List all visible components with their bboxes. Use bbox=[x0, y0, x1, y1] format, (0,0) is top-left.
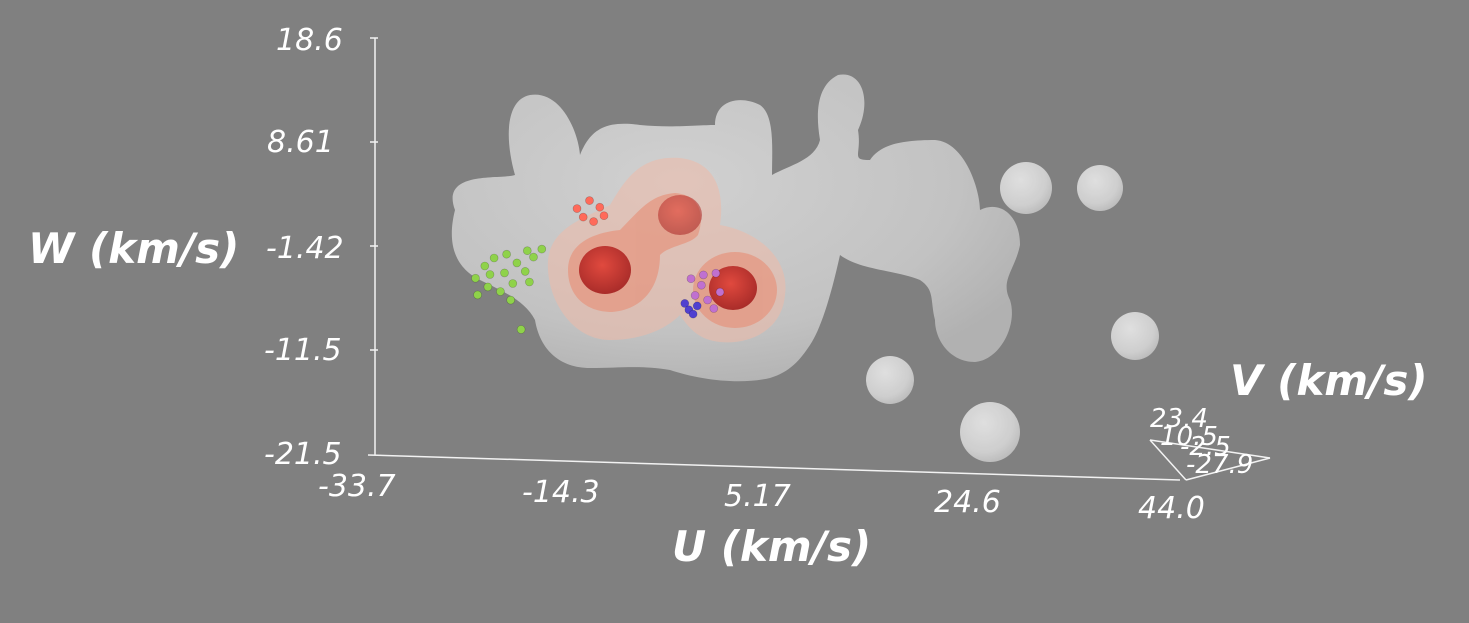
data-point bbox=[480, 261, 490, 271]
data-point bbox=[699, 270, 708, 280]
u-tick-label: -14.3 bbox=[522, 475, 600, 510]
density-blob bbox=[960, 402, 1020, 462]
u-tick-label: 24.6 bbox=[934, 485, 1001, 520]
axis-ticks bbox=[370, 37, 378, 351]
v-tick-label: -27.9 bbox=[1186, 450, 1254, 480]
data-point bbox=[711, 268, 721, 278]
data-point bbox=[589, 217, 598, 226]
data-point bbox=[522, 246, 532, 255]
data-point bbox=[578, 212, 588, 222]
density-blob bbox=[1111, 312, 1159, 360]
data-point bbox=[599, 211, 609, 220]
data-point bbox=[485, 270, 495, 279]
data-point bbox=[688, 309, 698, 319]
data-point bbox=[703, 295, 712, 305]
data-point bbox=[690, 291, 700, 300]
data-point bbox=[473, 290, 482, 300]
data-point bbox=[483, 282, 493, 292]
data-point bbox=[595, 202, 605, 212]
data-point bbox=[471, 273, 480, 283]
v-axis-line bbox=[1149, 439, 1187, 481]
data-point bbox=[529, 252, 538, 262]
axes bbox=[367, 38, 1271, 481]
data-point bbox=[516, 325, 526, 334]
u-tick-label: 5.17 bbox=[724, 479, 791, 514]
v-tick-label: 10.5 bbox=[1160, 422, 1218, 452]
data-point bbox=[512, 258, 522, 268]
data-point bbox=[520, 267, 530, 276]
data-point bbox=[525, 277, 534, 287]
data-point bbox=[715, 287, 725, 297]
data-point bbox=[686, 274, 696, 284]
w-tick-label: -21.5 bbox=[264, 437, 342, 472]
w-axis-title: W (km/s) bbox=[28, 224, 240, 273]
density-blob bbox=[1000, 162, 1052, 214]
data-point bbox=[537, 244, 547, 254]
data-point bbox=[697, 280, 706, 290]
isolated-density-blobs bbox=[866, 162, 1159, 462]
w-tick-label: -1.42 bbox=[266, 231, 344, 266]
data-point bbox=[506, 295, 516, 305]
w-tick-label: -11.5 bbox=[264, 333, 342, 368]
u-axis-title: U (km/s) bbox=[672, 522, 872, 571]
data-point bbox=[508, 279, 518, 288]
data-point bbox=[489, 253, 499, 263]
data-point bbox=[572, 204, 582, 213]
w-tick-label: 18.6 bbox=[276, 23, 343, 58]
core-density-surface bbox=[579, 195, 757, 310]
v-tick-label: -2.5 bbox=[1180, 432, 1231, 462]
v-tick-label: 23.4 bbox=[1150, 404, 1208, 434]
data-point bbox=[680, 299, 690, 308]
u-tick-label: 44.0 bbox=[1138, 491, 1205, 526]
density-blob bbox=[1077, 165, 1123, 211]
u-tick-label: -33.7 bbox=[318, 469, 396, 504]
u-axis-line bbox=[367, 454, 1181, 481]
data-point bbox=[709, 304, 719, 313]
data-point bbox=[496, 287, 505, 296]
w-tick-label: 8.61 bbox=[267, 125, 334, 160]
data-point bbox=[500, 268, 509, 278]
data-point bbox=[585, 196, 594, 205]
v-axis-title: V (km/s) bbox=[1230, 356, 1428, 405]
data-point bbox=[502, 249, 511, 259]
scatter-points bbox=[471, 196, 725, 334]
data-point bbox=[692, 301, 702, 311]
density-blob bbox=[866, 356, 914, 404]
